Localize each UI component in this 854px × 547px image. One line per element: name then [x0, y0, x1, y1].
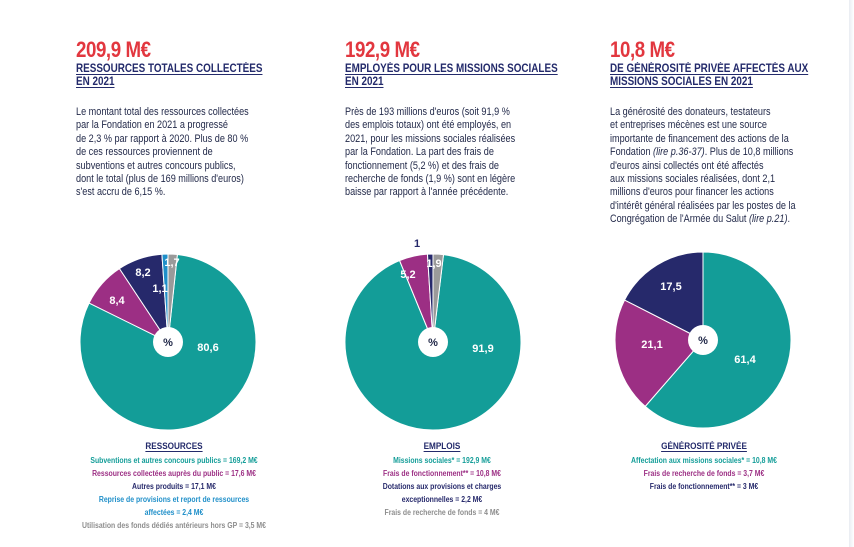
pie-center [688, 325, 718, 355]
paragraph-line: des emplois totaux) ont été employés, en [345, 119, 512, 132]
paragraph-line: s'est accru de 6,15 %. [76, 186, 166, 199]
pie-center-label: % [428, 337, 438, 349]
paragraph-line: et entreprises mécènes est une source [610, 119, 767, 132]
pie-slice [644, 251, 792, 429]
paragraph-line: subventions et autres concours publics, [76, 159, 236, 172]
legend-ressources: RESSOURCES Subventions et autres concours… [78, 440, 271, 532]
pie-slice [167, 253, 178, 343]
pie-center [153, 327, 183, 357]
pie-slice-label: 8,2 [135, 267, 150, 279]
heading-emplois: EMPLOYÉS POUR LES MISSIONS SOCIALES EN 2… [345, 63, 558, 89]
legend-entry: Subventions et autres concours publics =… [90, 456, 258, 465]
paragraph-emplois: Près de 193 millions d'euros (soit 91,9 … [345, 106, 515, 200]
paragraph-line: dont le total (plus de 169 millions d'eu… [76, 173, 244, 186]
legend-entry: Frais de recherche de fonds = 3,7 M€ [643, 469, 765, 478]
paragraph-line: de 2,3 % par rapport à 2020. Plus de 80 … [76, 132, 249, 145]
heading-ressources: RESSOURCES TOTALES COLLECTÉES EN 2021 [76, 63, 262, 89]
legend-entry: Autres produits = 17,1 M€ [132, 482, 216, 491]
amount-ressources: 209,9 M€ [76, 37, 151, 62]
paragraph-generosite: La générosité des donateurs, testateurs e… [610, 106, 796, 227]
legend-entry: affectées = 2,4 M€ [144, 508, 204, 517]
paragraph-line: importante de financement des actions de… [610, 132, 789, 145]
pie-slice-label: 1,9 [426, 258, 441, 270]
paragraph-ressources: Le montant total des ressources collecté… [76, 106, 249, 200]
page-edge-shadow [849, 0, 854, 547]
legend-emplois: EMPLOIS Missions sociales* = 192,9 M€ Frai… [346, 440, 539, 519]
pie-slice-label: 1,7 [164, 257, 179, 269]
legend-entry: exceptionnelles = 2,2 M€ [401, 495, 483, 504]
legend-entry: Ressources collectées auprès du public =… [92, 469, 256, 478]
pie-slice-label: 80,6 [197, 342, 218, 354]
heading-line: EN 2021 [76, 76, 115, 88]
pie-slice-label: 8,4 [109, 295, 125, 307]
heading-line: EN 2021 [345, 76, 384, 88]
amount-emplois: 192,9 M€ [345, 37, 420, 62]
heading-line: RESSOURCES TOTALES COLLECTÉES [76, 63, 263, 75]
paragraph-line: 2021, pour les missions sociales réalisé… [345, 132, 516, 145]
pie-chart-ressources: % 80,6 8,4 8,21,1 1,7 [79, 253, 257, 431]
pie-slice-label: 17,5 [660, 281, 681, 293]
pie-slice-label: 5,2 [400, 269, 415, 281]
pie-slice-label: 1,1 [152, 283, 167, 295]
pie-chart-generosite: % 61,4 21,1 17,5 [614, 251, 792, 429]
legend-entry: Frais de fonctionnement** = 10,8 M€ [383, 469, 501, 478]
pie-slice-label: 91,9 [472, 343, 493, 355]
heading-line: DE GÉNÉROSITÉ PRIVÉE AFFECTÉS AUX [610, 63, 809, 75]
pie-slice-label: 61,4 [734, 354, 756, 366]
paragraph-line: millions d'euros pour financer les actio… [610, 186, 774, 199]
legend-entry: Dotations aux provisions et charges [382, 482, 502, 491]
legend-entry: Frais de recherche de fonds = 4 M€ [384, 508, 500, 517]
paragraph-line: par la Fondation. La part des frais de [345, 146, 494, 159]
legend-title: RESSOURCES [145, 441, 203, 452]
pie-chart-emplois: % 91,9 5,2 1 1,9 [344, 238, 522, 431]
amount-generosite: 10,8 M€ [610, 37, 675, 62]
paragraph-line: Congrégation de l'Armée du Salut (lire p… [610, 213, 791, 226]
pie-slice-label: 21,1 [641, 339, 662, 351]
paragraph-line: baisse par rapport à l'année précédente. [345, 186, 509, 199]
paragraph-line: Fondation (lire p.36-37). Plus de 10,8 m… [610, 146, 794, 159]
pie-center [418, 327, 448, 357]
paragraph-line: fonctionnement (5,2 %) et des frais de [345, 159, 499, 172]
legend-entry: Frais de fonctionnement** = 3 M€ [649, 482, 759, 491]
pie-slice [614, 299, 704, 408]
heading-line: EMPLOYÉS POUR LES MISSIONS SOCIALES [345, 63, 558, 75]
pie-slice [432, 253, 445, 343]
legend-title: GÉNÉROSITÉ PRIVÉE [661, 441, 747, 452]
heading-line: MISSIONS SOCIALES EN 2021 [610, 76, 753, 88]
legend-entry: Missions sociales* = 192,9 M€ [393, 456, 491, 465]
legend-entry: Utilisation des fonds dédiés antérieurs … [82, 521, 266, 530]
paragraph-line: par la Fondation en 2021 a progressé [76, 119, 228, 132]
legend-entry: Reprise de provisions et report de resso… [98, 495, 250, 504]
paragraph-line: aux missions sociales réalisées, dont 2,… [610, 173, 776, 186]
legend-generosite: GÉNÉROSITÉ PRIVÉE Affectation aux mission… [608, 440, 801, 493]
heading-generosite: DE GÉNÉROSITÉ PRIVÉE AFFECTÉS AUX MISSIO… [610, 63, 808, 89]
paragraph-line: de ces ressources proviennent de [76, 146, 213, 159]
pie-center-label: % [163, 337, 173, 349]
paragraph-line: La générosité des donateurs, testateurs [610, 106, 771, 118]
paragraph-line: d'intérêt général réalisées par les post… [610, 199, 796, 212]
pie-slice [623, 251, 704, 341]
paragraph-line: recherche de fonds (1,9 %) sont en légèr… [345, 173, 516, 186]
pie-center-label: % [698, 335, 708, 347]
page-reference: (lire p.36-37) [653, 146, 705, 159]
paragraph-line: Près de 193 millions d'euros (soit 91,9 … [345, 106, 510, 118]
paragraph-line: Le montant total des ressources collecté… [76, 106, 249, 118]
legend-title: EMPLOIS [423, 441, 461, 452]
paragraph-line: d'euros ainsi collectés ont été affectés [610, 159, 764, 172]
legend-entry: Affectation aux missions sociales* = 10,… [631, 456, 777, 465]
pie-slice-label: 1 [414, 238, 420, 250]
page-reference: (lire p.21) [748, 213, 788, 226]
